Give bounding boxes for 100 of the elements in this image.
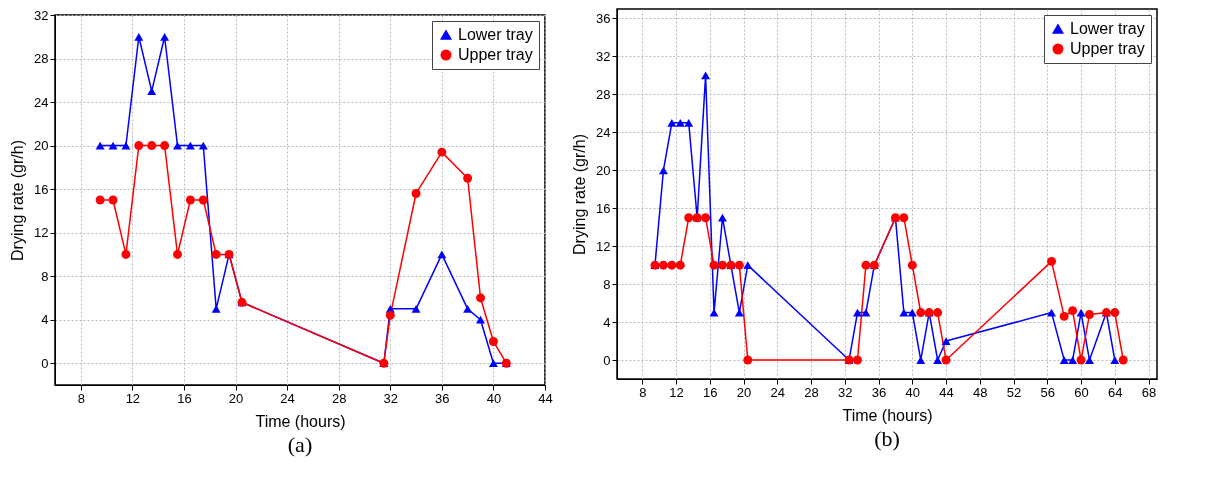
y-tick-label: 8 <box>41 268 49 284</box>
point <box>718 213 727 222</box>
point <box>1059 356 1069 364</box>
x-tick-label: 32 <box>838 384 853 400</box>
y-tick-label: 0 <box>603 352 611 368</box>
point <box>198 195 208 205</box>
y-tick-label: 32 <box>34 7 49 23</box>
x-tick-label: 24 <box>280 390 295 406</box>
point <box>1059 311 1069 321</box>
point <box>463 173 473 183</box>
point <box>437 250 447 259</box>
x-tick-label: 16 <box>703 384 718 400</box>
point <box>1118 355 1128 365</box>
y-tick-label: 16 <box>34 181 49 197</box>
x-tick-label: 40 <box>486 390 502 406</box>
point <box>488 359 498 368</box>
point <box>1068 306 1078 316</box>
point <box>941 355 951 365</box>
point <box>160 141 170 151</box>
point <box>173 249 182 259</box>
point <box>437 147 447 157</box>
point <box>718 260 727 270</box>
point <box>853 355 862 365</box>
point <box>701 71 711 80</box>
y-axis-title: Drying rate (gr/h) <box>571 134 589 255</box>
point <box>134 32 144 41</box>
point <box>185 195 195 205</box>
x-tick-label: 36 <box>435 390 450 406</box>
point <box>1068 356 1078 364</box>
y-tick-label: 24 <box>34 94 49 110</box>
y-tick-label: 4 <box>41 312 49 328</box>
point <box>385 310 395 320</box>
point <box>933 308 943 318</box>
point <box>411 304 421 313</box>
x-tick-label: 16 <box>177 390 192 406</box>
y-tick-label: 28 <box>596 86 611 102</box>
point <box>675 260 685 270</box>
x-tick-label: 28 <box>804 384 819 400</box>
point <box>861 260 871 270</box>
point <box>743 261 753 270</box>
x-tick-label: 60 <box>1074 384 1089 400</box>
legend-label: Lower tray <box>1070 20 1145 37</box>
x-tick-label: 44 <box>939 384 954 400</box>
point <box>1076 355 1086 365</box>
point <box>488 337 498 346</box>
x-axis-title: Time (hours) <box>255 412 346 430</box>
point <box>743 355 753 365</box>
y-tick-label: 32 <box>596 48 611 64</box>
x-tick-label: 64 <box>1108 384 1123 400</box>
point <box>476 315 485 324</box>
point <box>108 195 118 205</box>
y-axis-title: Drying rate (gr/h) <box>9 140 27 261</box>
point <box>941 337 951 345</box>
point <box>916 356 926 364</box>
point <box>709 260 719 270</box>
point <box>907 260 917 270</box>
y-tick-label: 20 <box>596 162 611 178</box>
legend-label: Upper tray <box>1070 40 1145 57</box>
legend-label: Upper tray <box>458 46 533 63</box>
x-tick-label: 32 <box>383 390 398 406</box>
y-tick-label: 8 <box>603 276 611 292</box>
point <box>211 249 221 259</box>
point <box>1110 356 1120 364</box>
x-axis-title: Time (hours) <box>842 406 933 424</box>
point <box>1085 356 1094 364</box>
legend-label: Lower tray <box>458 26 533 43</box>
point <box>734 260 744 270</box>
y-tick-label: 12 <box>596 238 611 254</box>
point <box>147 141 157 151</box>
y-tick-label: 28 <box>34 51 49 67</box>
point <box>134 141 144 151</box>
x-tick-label: 24 <box>770 384 786 400</box>
x-tick-label: 44 <box>538 390 553 406</box>
point <box>658 260 668 270</box>
point <box>160 32 170 41</box>
point <box>916 308 926 318</box>
x-tick-label: 68 <box>1141 384 1157 400</box>
point <box>933 356 943 364</box>
y-tick-label: 20 <box>34 138 49 154</box>
x-tick-label: 20 <box>736 384 752 400</box>
point <box>411 189 421 198</box>
point <box>675 118 685 127</box>
x-tick-label: 12 <box>669 384 684 400</box>
y-tick-label: 0 <box>41 355 49 371</box>
point <box>476 293 485 303</box>
x-tick-label: 40 <box>905 384 921 400</box>
y-tick-label: 24 <box>596 124 611 140</box>
x-tick-label: 8 <box>639 384 647 400</box>
y-tick-label: 16 <box>596 200 611 216</box>
x-tick-label: 28 <box>331 390 347 406</box>
point <box>147 87 157 96</box>
point <box>658 166 668 175</box>
point <box>463 304 473 313</box>
x-tick-label: 12 <box>125 390 141 406</box>
y-tick-label: 4 <box>603 314 611 330</box>
point <box>1110 308 1120 318</box>
y-tick-label: 36 <box>596 10 611 26</box>
x-tick-label: 52 <box>1006 384 1022 400</box>
x-tick-label: 20 <box>228 390 244 406</box>
point <box>1047 256 1056 266</box>
